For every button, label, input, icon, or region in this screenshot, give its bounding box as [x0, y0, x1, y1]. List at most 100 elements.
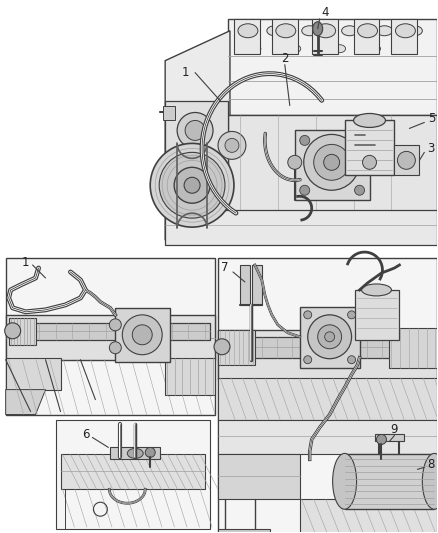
Polygon shape	[218, 330, 437, 379]
Polygon shape	[345, 120, 395, 175]
Polygon shape	[374, 434, 404, 441]
Ellipse shape	[185, 120, 205, 140]
Ellipse shape	[150, 143, 234, 227]
Polygon shape	[110, 447, 160, 459]
Ellipse shape	[355, 135, 364, 146]
Polygon shape	[163, 106, 175, 120]
Text: 7: 7	[221, 262, 229, 274]
Text: 5: 5	[427, 112, 435, 125]
Ellipse shape	[353, 114, 385, 127]
Polygon shape	[345, 455, 434, 509]
Text: 4: 4	[321, 6, 328, 19]
Ellipse shape	[267, 26, 283, 36]
Ellipse shape	[184, 177, 200, 193]
Ellipse shape	[355, 185, 364, 195]
Ellipse shape	[377, 434, 386, 445]
Ellipse shape	[357, 24, 378, 38]
Polygon shape	[228, 116, 437, 240]
Ellipse shape	[238, 24, 258, 38]
Ellipse shape	[403, 45, 415, 53]
Polygon shape	[395, 146, 419, 175]
Polygon shape	[355, 290, 399, 340]
Ellipse shape	[127, 448, 143, 458]
Ellipse shape	[5, 323, 21, 339]
Ellipse shape	[249, 45, 261, 53]
Polygon shape	[6, 315, 215, 360]
Ellipse shape	[348, 311, 356, 319]
Polygon shape	[6, 390, 46, 415]
Ellipse shape	[214, 339, 230, 355]
Ellipse shape	[145, 447, 155, 457]
Polygon shape	[165, 101, 228, 210]
Ellipse shape	[342, 26, 357, 36]
Polygon shape	[60, 455, 205, 489]
Ellipse shape	[363, 155, 377, 169]
Ellipse shape	[304, 134, 360, 190]
Ellipse shape	[308, 315, 352, 359]
Ellipse shape	[314, 144, 350, 180]
Ellipse shape	[225, 139, 239, 152]
Polygon shape	[240, 265, 250, 305]
Text: 8: 8	[427, 458, 435, 471]
Ellipse shape	[325, 332, 335, 342]
Polygon shape	[218, 330, 255, 365]
Ellipse shape	[334, 45, 346, 53]
Polygon shape	[300, 307, 360, 368]
Polygon shape	[218, 419, 437, 455]
Ellipse shape	[132, 325, 152, 345]
Polygon shape	[9, 318, 35, 345]
Polygon shape	[295, 131, 370, 200]
Ellipse shape	[288, 155, 302, 169]
Ellipse shape	[159, 152, 225, 218]
Ellipse shape	[316, 24, 336, 38]
Polygon shape	[165, 358, 215, 394]
Ellipse shape	[318, 325, 342, 349]
Ellipse shape	[304, 311, 312, 319]
Polygon shape	[56, 419, 210, 529]
Bar	[234, 19, 260, 54]
Polygon shape	[165, 31, 230, 240]
Bar	[272, 19, 298, 54]
Ellipse shape	[396, 24, 415, 38]
Polygon shape	[228, 337, 431, 358]
Ellipse shape	[324, 155, 339, 171]
Ellipse shape	[397, 151, 415, 169]
Polygon shape	[218, 258, 437, 533]
Ellipse shape	[300, 185, 310, 195]
Text: 6: 6	[81, 428, 89, 441]
Ellipse shape	[304, 356, 312, 364]
Polygon shape	[252, 265, 262, 305]
Text: 3: 3	[427, 142, 435, 155]
Ellipse shape	[289, 45, 301, 53]
Ellipse shape	[276, 24, 296, 38]
Ellipse shape	[348, 356, 356, 364]
Ellipse shape	[110, 319, 121, 331]
Bar	[312, 19, 338, 54]
Polygon shape	[389, 328, 437, 368]
Ellipse shape	[313, 22, 323, 36]
Bar	[392, 19, 417, 54]
Polygon shape	[115, 308, 170, 362]
Polygon shape	[165, 210, 437, 245]
Polygon shape	[218, 529, 270, 533]
Polygon shape	[228, 19, 437, 116]
Ellipse shape	[377, 26, 392, 36]
Ellipse shape	[332, 454, 357, 509]
Ellipse shape	[242, 26, 258, 36]
Ellipse shape	[368, 45, 381, 53]
Ellipse shape	[110, 342, 121, 354]
Ellipse shape	[218, 132, 246, 159]
Polygon shape	[218, 378, 437, 419]
Polygon shape	[300, 499, 437, 533]
Ellipse shape	[361, 284, 392, 296]
Ellipse shape	[300, 135, 310, 146]
Bar	[353, 19, 379, 54]
Ellipse shape	[122, 315, 162, 355]
Text: 2: 2	[281, 52, 289, 65]
Polygon shape	[218, 455, 300, 499]
Ellipse shape	[174, 167, 210, 203]
Polygon shape	[6, 358, 60, 390]
Text: 9: 9	[391, 423, 398, 436]
Text: 1: 1	[22, 255, 29, 269]
Polygon shape	[19, 323, 210, 340]
